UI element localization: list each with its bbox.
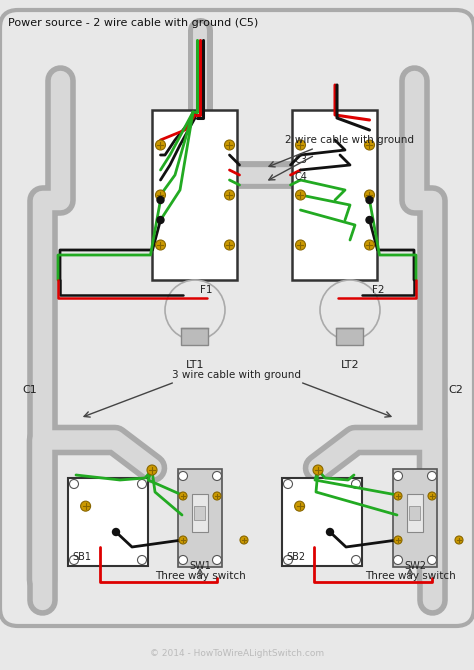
- Circle shape: [165, 280, 225, 340]
- Circle shape: [157, 216, 164, 224]
- Bar: [182, 328, 209, 344]
- Circle shape: [283, 480, 292, 488]
- Bar: [153, 110, 237, 280]
- Text: SB1: SB1: [72, 552, 91, 562]
- Bar: [337, 328, 364, 344]
- Text: LT1: LT1: [186, 360, 204, 370]
- Circle shape: [213, 492, 221, 500]
- Circle shape: [393, 472, 402, 480]
- Circle shape: [155, 140, 165, 150]
- Text: SW2: SW2: [404, 561, 426, 571]
- Circle shape: [295, 190, 306, 200]
- Circle shape: [365, 240, 374, 250]
- Text: F1: F1: [200, 285, 212, 295]
- Bar: [282, 478, 362, 566]
- Text: C4: C4: [294, 172, 307, 182]
- Text: C3: C3: [294, 155, 307, 165]
- Circle shape: [81, 501, 91, 511]
- Circle shape: [70, 555, 79, 565]
- Circle shape: [70, 480, 79, 488]
- Circle shape: [428, 555, 437, 565]
- Circle shape: [225, 240, 235, 250]
- Circle shape: [155, 190, 165, 200]
- Bar: [68, 478, 148, 566]
- Circle shape: [137, 555, 146, 565]
- Circle shape: [394, 536, 402, 544]
- Text: SW1: SW1: [189, 561, 211, 571]
- Circle shape: [320, 280, 380, 340]
- Text: SB2: SB2: [286, 552, 305, 562]
- Circle shape: [365, 140, 374, 150]
- Circle shape: [240, 536, 248, 544]
- Circle shape: [157, 196, 164, 204]
- Circle shape: [428, 472, 437, 480]
- Circle shape: [365, 190, 374, 200]
- Circle shape: [295, 501, 305, 511]
- Circle shape: [352, 555, 361, 565]
- Text: © 2014 - HowToWireALightSwitch.com: © 2014 - HowToWireALightSwitch.com: [150, 649, 324, 658]
- Circle shape: [147, 465, 157, 475]
- Circle shape: [352, 480, 361, 488]
- Circle shape: [179, 492, 187, 500]
- Circle shape: [366, 196, 373, 204]
- Circle shape: [212, 555, 221, 565]
- Circle shape: [428, 492, 436, 500]
- Circle shape: [295, 140, 306, 150]
- Bar: [194, 506, 206, 520]
- Bar: [192, 494, 208, 532]
- Circle shape: [112, 529, 119, 535]
- Circle shape: [155, 240, 165, 250]
- Circle shape: [225, 140, 235, 150]
- Circle shape: [327, 529, 334, 535]
- Text: 3 wire cable with ground: 3 wire cable with ground: [173, 370, 301, 380]
- Circle shape: [366, 216, 373, 224]
- Circle shape: [393, 555, 402, 565]
- Bar: [407, 494, 423, 532]
- Circle shape: [179, 536, 187, 544]
- Circle shape: [295, 240, 306, 250]
- Text: Power source - 2 wire cable with ground (C5): Power source - 2 wire cable with ground …: [8, 18, 258, 28]
- Circle shape: [225, 190, 235, 200]
- Circle shape: [313, 465, 323, 475]
- Text: Three way switch: Three way switch: [155, 571, 246, 581]
- Text: F2: F2: [373, 285, 385, 295]
- Text: C2: C2: [448, 385, 463, 395]
- Circle shape: [179, 555, 188, 565]
- Circle shape: [179, 472, 188, 480]
- Text: LT2: LT2: [341, 360, 359, 370]
- Bar: [292, 110, 377, 280]
- Bar: [393, 469, 437, 567]
- Bar: [410, 506, 420, 520]
- Text: 2 wire cable with ground: 2 wire cable with ground: [285, 135, 414, 145]
- Text: C1: C1: [22, 385, 37, 395]
- Text: Three way switch: Three way switch: [365, 571, 456, 581]
- Circle shape: [394, 492, 402, 500]
- Bar: [178, 469, 222, 567]
- Circle shape: [455, 536, 463, 544]
- Circle shape: [212, 472, 221, 480]
- Circle shape: [137, 480, 146, 488]
- Circle shape: [283, 555, 292, 565]
